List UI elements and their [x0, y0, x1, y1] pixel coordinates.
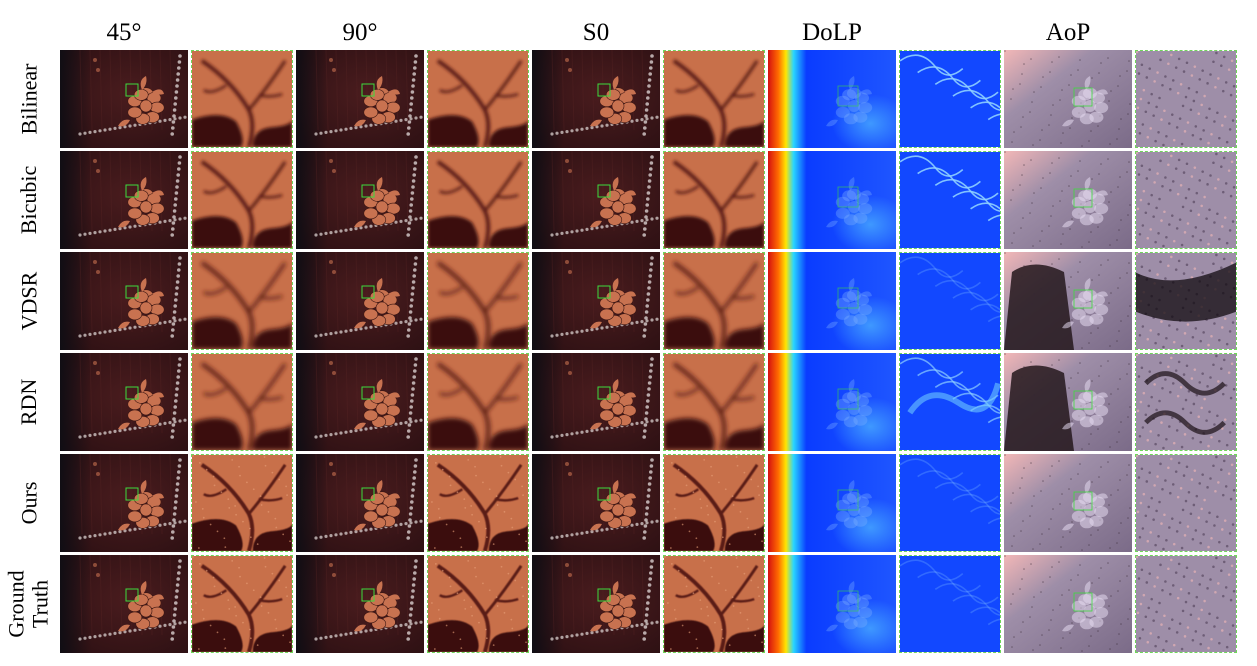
panel-dolp-zoom [899, 50, 1001, 148]
panel-dolp-zoom [899, 151, 1001, 249]
panel-intensity-full [60, 252, 188, 350]
panel-intensity-full [296, 353, 424, 451]
panel-dolp-full [768, 151, 896, 249]
panel-intensity-full [296, 555, 424, 653]
panel-aop-full [1004, 252, 1132, 350]
panel-intensity-zoom [427, 353, 529, 451]
panel-aop-full [1004, 454, 1132, 552]
panel-intensity-full [296, 50, 424, 148]
panel-aop-full [1004, 50, 1132, 148]
panel-dolp-full [768, 353, 896, 451]
panel-intensity-zoom [663, 555, 765, 653]
row-label: Bilinear [0, 50, 58, 148]
panel-dolp-zoom [899, 252, 1001, 350]
row-label: RDN [0, 353, 58, 451]
panel-aop-zoom [1135, 252, 1237, 350]
column-header: AoP [1045, 19, 1091, 46]
row-label-text: RDN [15, 378, 41, 426]
panel-intensity-full [532, 454, 660, 552]
column-header: 45° [106, 19, 142, 46]
panel-aop-zoom [1135, 151, 1237, 249]
panel-intensity-full [60, 454, 188, 552]
panel-intensity-zoom [191, 353, 293, 451]
panel-intensity-zoom [427, 151, 529, 249]
row-label: Ours [0, 454, 58, 552]
row-label-text: Bilinear [16, 63, 41, 135]
panel-intensity-zoom [191, 50, 293, 148]
panel-intensity-zoom [663, 353, 765, 451]
panel-dolp-full [768, 555, 896, 653]
panel-intensity-zoom [191, 151, 293, 249]
panel-dolp-full [768, 50, 896, 148]
column-header: DoLP [802, 19, 862, 46]
panel-aop-full [1004, 353, 1132, 451]
row-label: Bicubic [0, 151, 58, 249]
panel-intensity-zoom [191, 454, 293, 552]
panel-intensity-full [60, 555, 188, 653]
panel-intensity-full [296, 252, 424, 350]
panel-intensity-zoom [663, 50, 765, 148]
panel-intensity-zoom [427, 252, 529, 350]
panel-aop-full [1004, 555, 1132, 653]
panel-intensity-zoom [191, 252, 293, 350]
panel-dolp-zoom [899, 353, 1001, 451]
panel-aop-zoom [1135, 353, 1237, 451]
panel-intensity-full [60, 151, 188, 249]
panel-intensity-zoom [663, 151, 765, 249]
row-label-text: Ground Truth [4, 570, 53, 638]
panel-aop-zoom [1135, 454, 1237, 552]
panel-intensity-full [532, 50, 660, 148]
panel-aop-full [1004, 151, 1132, 249]
panel-intensity-full [532, 151, 660, 249]
panel-intensity-zoom [427, 454, 529, 552]
panel-intensity-zoom [663, 454, 765, 552]
panel-intensity-zoom [427, 555, 529, 653]
row-label: VDSR [0, 252, 58, 350]
column-header: 90° [342, 19, 378, 46]
panel-intensity-full [532, 252, 660, 350]
panel-intensity-zoom [191, 555, 293, 653]
panel-intensity-full [60, 353, 188, 451]
panel-intensity-full [296, 454, 424, 552]
panel-intensity-full [532, 555, 660, 653]
panel-intensity-full [532, 353, 660, 451]
row-label-text: Ours [16, 481, 41, 525]
panel-intensity-full [60, 50, 188, 148]
panel-intensity-zoom [427, 50, 529, 148]
row-label-text: Bicubic [16, 165, 41, 235]
panel-intensity-full [296, 151, 424, 249]
panel-dolp-full [768, 252, 896, 350]
panel-dolp-zoom [899, 555, 1001, 653]
column-header: S0 [582, 19, 610, 46]
panel-intensity-zoom [663, 252, 765, 350]
row-label-text: VDSR [16, 271, 41, 331]
panel-dolp-zoom [899, 454, 1001, 552]
panel-aop-zoom [1135, 50, 1237, 148]
panel-aop-zoom [1135, 555, 1237, 653]
panel-dolp-full [768, 454, 896, 552]
row-label: Ground Truth [0, 555, 58, 653]
